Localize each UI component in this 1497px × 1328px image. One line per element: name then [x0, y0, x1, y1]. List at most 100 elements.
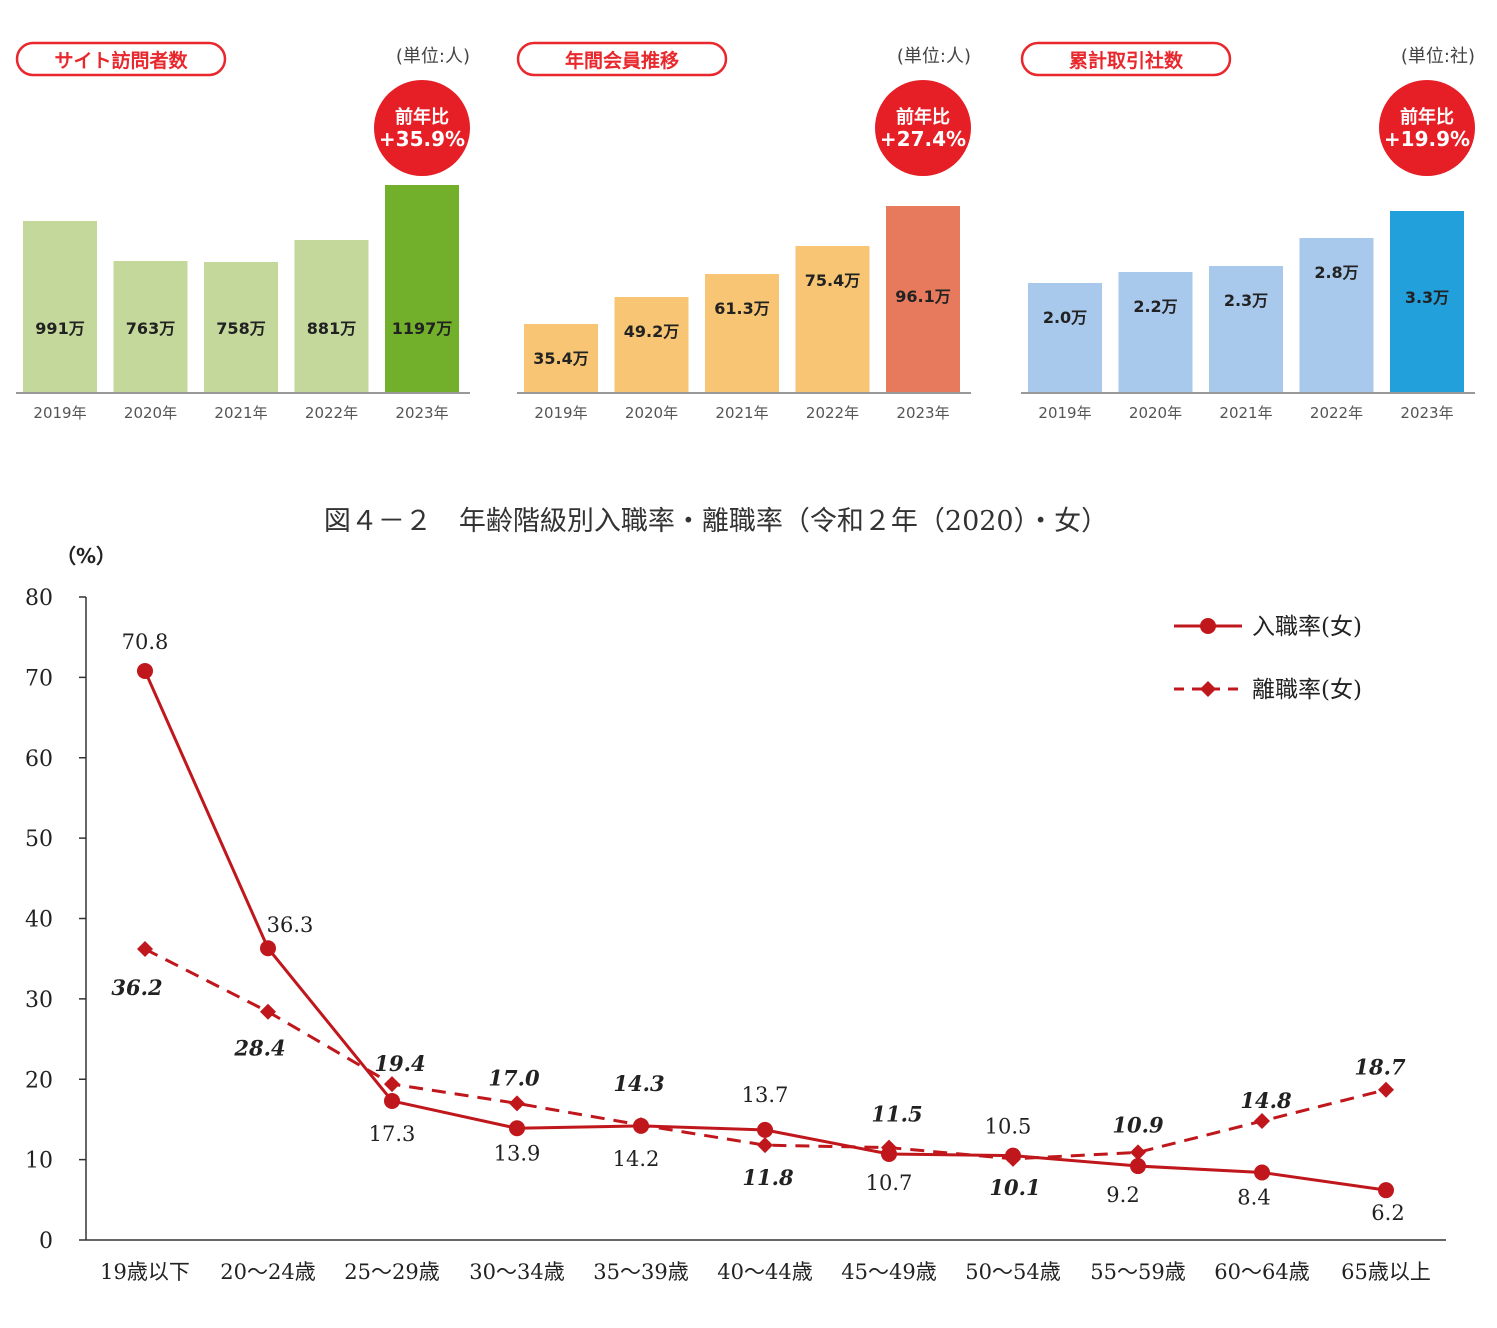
separation-rate-point — [1130, 1144, 1146, 1161]
chart-title-pill — [1020, 41, 1232, 77]
y-tick-label: 0 — [39, 1229, 53, 1254]
hire-rate-point — [1130, 1158, 1146, 1175]
yoy-badge — [875, 80, 971, 176]
bar — [614, 297, 689, 392]
hire-rate-point — [1378, 1182, 1394, 1199]
x-tick-label: 2023年 — [1400, 404, 1453, 422]
x-tick-label: 50～54歳 — [965, 1260, 1060, 1284]
separation-rate-point — [137, 941, 153, 958]
bar-value-label: 61.3万 — [714, 299, 769, 318]
x-tick-label: 35～39歳 — [593, 1260, 688, 1284]
bar-value-label: 2.0万 — [1043, 308, 1087, 327]
series-separation-rate-line — [144, 947, 1387, 1161]
x-tick-label: 2021年 — [214, 404, 267, 422]
bar-value-label: 2.8万 — [1314, 263, 1358, 282]
y-tick-label: 30 — [25, 988, 53, 1013]
x-tick-label: 65歳以上 — [1341, 1260, 1431, 1284]
bar-value-label: 991万 — [35, 319, 84, 338]
yoy-badge — [1379, 80, 1475, 176]
x-tick-label: 2019年 — [1038, 404, 1091, 422]
hire-rate-point — [260, 940, 276, 957]
x-tick-label: 2022年 — [1310, 404, 1363, 422]
hire-rate-label: 36.3 — [267, 913, 314, 937]
bar — [1390, 211, 1464, 392]
hire-rate-label: 13.7 — [742, 1083, 789, 1107]
yoy-badge-label: 前年比 — [896, 106, 950, 128]
x-tick-label: 45～49歳 — [841, 1260, 936, 1284]
bar-chart-3: 累計取引社数 (単位:社) 前年比+19.9% 2.0万 2019年 2.2万 2020年 2… — [1020, 41, 1475, 422]
separation-rate-point — [881, 1139, 897, 1156]
bar — [1118, 272, 1193, 392]
x-tick-label: 30～34歳 — [469, 1260, 564, 1284]
bar — [113, 261, 188, 392]
legend-hire-marker — [1200, 618, 1216, 634]
unit-label: (単位:人) — [396, 46, 470, 67]
separation-rate-label: 36.2 — [111, 975, 162, 1000]
x-tick-label: 20～24歳 — [220, 1260, 315, 1284]
yoy-badge-value: +35.9% — [379, 127, 465, 151]
x-tick-label: 2019年 — [33, 404, 86, 422]
hire-rate-label: 10.7 — [866, 1171, 913, 1195]
x-tick-label: 2020年 — [625, 404, 678, 422]
legend-separation-label: 離職率(女) — [1252, 677, 1362, 703]
separation-rate-label: 10.9 — [1112, 1112, 1164, 1137]
bar — [385, 185, 459, 392]
separation-rate-label: 14.3 — [613, 1071, 664, 1096]
legend-hire-label: 入職率(女) — [1252, 614, 1362, 640]
x-tick-label: 2019年 — [534, 404, 587, 422]
x-tick-label: 19歳以下 — [100, 1260, 190, 1284]
chart-title-pill — [516, 41, 728, 77]
x-tick-label: 2021年 — [1219, 404, 1272, 422]
bar-value-label: 758万 — [216, 319, 265, 338]
x-tick-label: 2020年 — [124, 404, 177, 422]
separation-rate-label: 19.4 — [374, 1051, 425, 1076]
separation-rate-label: 18.7 — [1354, 1055, 1406, 1080]
bar-chart-1: サイト訪問者数 (単位:人) 前年比+35.9% 991万 2019年 763万 2020年… — [15, 41, 470, 422]
x-tick-label: 25～29歳 — [344, 1260, 439, 1284]
yoy-badge-value: +19.9% — [1384, 127, 1470, 151]
hire-rate-label: 8.4 — [1237, 1185, 1270, 1209]
yoy-badge — [374, 80, 470, 176]
line-chart: 図４－２ 年齢階級別入職率・離職率（令和２年（2020）・女） （%） 0 10 20 3… — [25, 506, 1446, 1284]
y-axis-unit: （%） — [56, 544, 116, 568]
bar-chart-2: 年間会員推移 (単位:人) 前年比+27.4% 35.4万 2019年 49.2万 2020… — [516, 41, 971, 422]
separation-rate-point — [260, 1003, 276, 1020]
chart-title: 累計取引社数 — [1069, 49, 1184, 72]
y-tick-label: 60 — [25, 747, 53, 772]
bar-value-label: 75.4万 — [805, 271, 860, 290]
chart-title: 年間会員推移 — [565, 49, 679, 72]
hire-rate-point — [384, 1092, 400, 1109]
x-tick-label: 2023年 — [395, 404, 448, 422]
separation-rate-label: 17.0 — [488, 1065, 540, 1090]
hire-rate-point — [757, 1121, 773, 1138]
separation-rate-label: 10.1 — [989, 1175, 1040, 1200]
chart-title: サイト訪問者数 — [54, 49, 188, 72]
yoy-badge-label: 前年比 — [395, 106, 449, 128]
x-tick-label: 2022年 — [806, 404, 859, 422]
bar — [795, 246, 870, 392]
separation-rate-label: 14.8 — [1240, 1088, 1292, 1113]
bar-value-label: 3.3万 — [1405, 288, 1449, 307]
separation-rate-label: 11.8 — [742, 1165, 794, 1190]
hire-rate-label: 13.9 — [494, 1141, 541, 1165]
bar — [524, 324, 598, 392]
separation-rate-label: 11.5 — [871, 1102, 922, 1127]
bar-value-label: 881万 — [307, 319, 356, 338]
hire-rate-label: 9.2 — [1106, 1183, 1139, 1207]
bar — [1299, 238, 1374, 392]
separation-rate-point — [633, 1117, 649, 1134]
bar-value-label: 2.3万 — [1224, 291, 1268, 310]
hire-rate-label: 10.5 — [985, 1115, 1032, 1139]
line-chart-title: 図４－２ 年齢階級別入職率・離職率（令和２年（2020）・女） — [324, 506, 1108, 537]
hire-rate-label: 70.8 — [122, 630, 169, 654]
y-tick-label: 80 — [25, 586, 53, 611]
x-tick-label: 2021年 — [715, 404, 768, 422]
bar-value-label: 1197万 — [392, 319, 453, 338]
bar — [204, 262, 278, 392]
y-tick-label: 40 — [25, 908, 53, 933]
yoy-badge-label: 前年比 — [1400, 106, 1454, 128]
bar-value-label: 2.2万 — [1133, 297, 1177, 316]
separation-rate-point — [509, 1095, 525, 1112]
bar-value-label: 96.1万 — [895, 287, 950, 306]
x-tick-label: 2020年 — [1129, 404, 1182, 422]
